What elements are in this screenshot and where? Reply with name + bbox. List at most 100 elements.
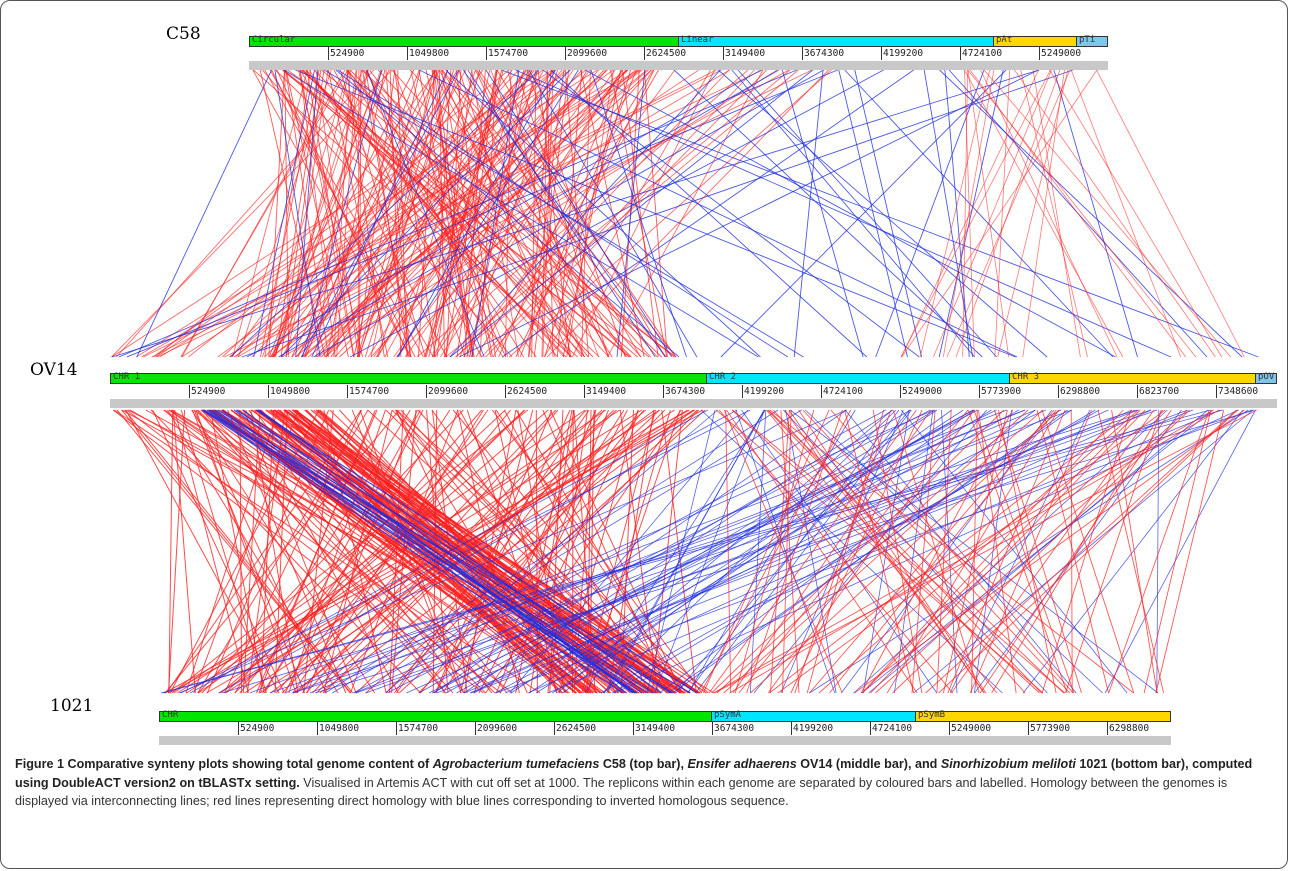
tick-label: 7348600 (1216, 385, 1259, 398)
direct-homology-line (410, 69, 475, 358)
direct-homology-line (892, 409, 1190, 694)
inverted-homology-line (809, 409, 1249, 694)
direct-homology-line (886, 409, 1059, 694)
inverted-homology-line (473, 409, 936, 694)
direct-homology-line (788, 409, 985, 694)
direct-homology-line (446, 69, 462, 358)
inverted-homology-line (396, 69, 579, 358)
inverted-homology-line (324, 409, 779, 694)
replicon-label: pSymA (714, 710, 742, 720)
scrollbar-c58 (249, 61, 1108, 70)
scrollbar-1021 (159, 736, 1171, 745)
replicon-linear: Linear (679, 35, 994, 46)
direct-homology-line (844, 409, 915, 694)
direct-homology-line (121, 409, 351, 694)
tick-label: 4199200 (791, 722, 834, 735)
direct-homology-line (455, 69, 799, 358)
direct-homology-line (463, 69, 585, 358)
tick-label: 524900 (189, 385, 226, 398)
replicon-psyma: pSymA (712, 710, 916, 721)
direct-homology-line (239, 409, 483, 694)
direct-homology-line (983, 69, 1232, 358)
genome-label-ov14: OV14 (30, 360, 78, 380)
direct-homology-line (177, 409, 621, 694)
tick-label: 2624500 (644, 47, 687, 60)
direct-homology-line (191, 409, 376, 694)
inverted-homology-line (501, 69, 1259, 358)
direct-homology-line (377, 69, 533, 358)
inverted-homology-line (875, 69, 985, 358)
direct-homology-line (222, 409, 658, 694)
caption-species-3: Sinorhizobium meliloti (940, 757, 1076, 771)
direct-homology-line (168, 409, 186, 694)
direct-homology-line (900, 69, 1039, 358)
direct-homology-line (994, 409, 1082, 694)
direct-homology-line (180, 409, 267, 694)
direct-homology-line (197, 409, 464, 694)
direct-homology-line (790, 409, 923, 694)
direct-homology-line (375, 69, 574, 358)
inverted-homology-line (278, 69, 779, 358)
direct-homology-line (962, 69, 968, 358)
inverted-homology-line (126, 69, 838, 358)
inverted-homology-line (720, 69, 1007, 358)
inverted-homology-line (781, 69, 864, 358)
direct-homology-line (861, 409, 1124, 694)
inverted-homology-line (854, 69, 923, 358)
inverted-homology-line (302, 69, 383, 358)
direct-homology-line (389, 409, 404, 694)
caption-species-1: Agrobacterium tumefaciens (432, 757, 600, 771)
inverted-homology-line (233, 409, 636, 694)
inverted-homology-line (542, 69, 920, 358)
inverted-homology-line (258, 409, 662, 694)
direct-homology-line (365, 69, 409, 358)
inverted-homology-line (314, 409, 1255, 694)
inverted-homology-line (218, 409, 738, 694)
inverted-homology-line (584, 69, 1116, 358)
tick-label: 5773900 (1028, 722, 1071, 735)
inverted-homology-line (467, 69, 656, 358)
inverted-homology-line (458, 69, 1039, 358)
direct-homology-line (292, 409, 489, 694)
direct-homology-line (242, 409, 261, 694)
direct-homology-line (571, 69, 716, 358)
direct-homology-line (264, 69, 312, 358)
direct-homology-line (416, 69, 749, 358)
inverted-homology-line (449, 69, 813, 358)
inverted-homology-line (295, 69, 1016, 358)
direct-homology-line (257, 409, 616, 694)
replicon-circular: Circular (250, 35, 679, 46)
direct-homology-line (395, 409, 605, 694)
direct-homology-line (202, 409, 496, 694)
direct-homology-line (237, 69, 332, 358)
inverted-homology-line (309, 409, 1026, 694)
direct-homology-line (509, 69, 832, 358)
inverted-homology-line (449, 69, 721, 358)
direct-homology-line (270, 409, 581, 694)
inverted-homology-line (604, 409, 766, 694)
inverted-homology-line (332, 409, 802, 694)
direct-homology-line (581, 69, 591, 358)
direct-homology-line (452, 409, 685, 694)
direct-homology-line (767, 409, 1042, 694)
tick-label: 2624500 (505, 385, 548, 398)
caption-body: Visualised in Artemis ACT with cut off s… (15, 775, 1228, 809)
inverted-homology-line (894, 409, 934, 694)
direct-homology-line (1143, 409, 1212, 694)
direct-homology-line (292, 409, 699, 694)
replicon-label: CHR 2 (709, 372, 737, 382)
direct-homology-line (126, 409, 502, 694)
direct-homology-line (900, 69, 1051, 358)
inverted-homology-line (550, 69, 868, 358)
direct-homology-line (947, 409, 1066, 694)
direct-homology-line (476, 69, 641, 358)
tick-label: 4724100 (821, 385, 864, 398)
direct-homology-line (152, 69, 543, 358)
inverted-homology-line (737, 69, 997, 358)
direct-homology-line (808, 409, 1055, 694)
scrollbar-ov14 (110, 399, 1277, 408)
direct-homology-line (357, 69, 438, 358)
direct-homology-line (782, 409, 792, 694)
inverted-homology-line (419, 69, 1018, 358)
direct-homology-line (870, 409, 1146, 694)
